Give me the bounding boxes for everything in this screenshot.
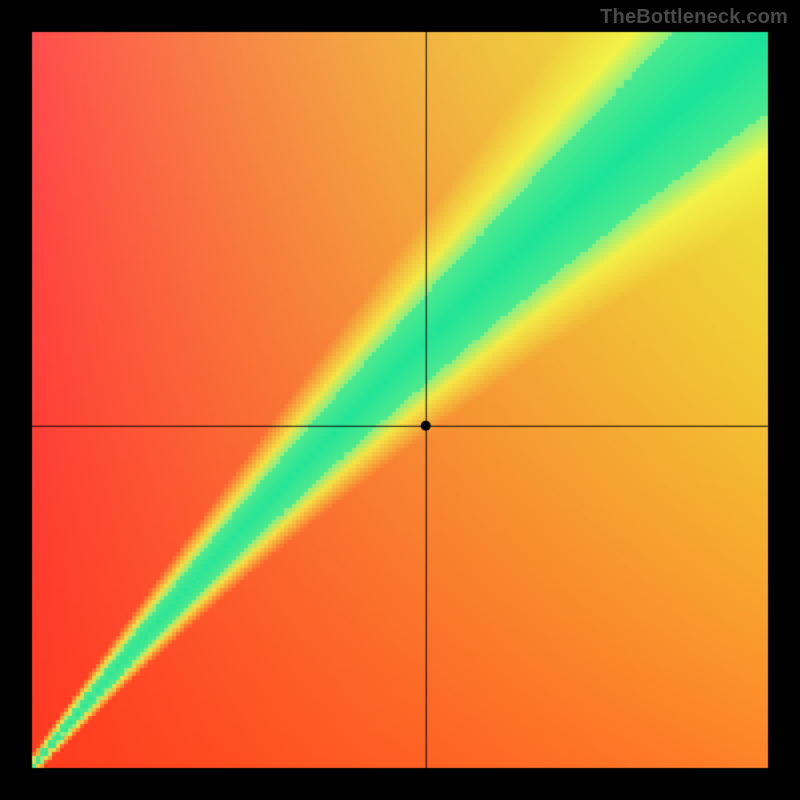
bottleneck-heatmap — [0, 0, 800, 800]
watermark-label: TheBottleneck.com — [600, 6, 788, 29]
chart-container: { "watermark": { "text": "TheBottleneck.… — [0, 0, 800, 800]
